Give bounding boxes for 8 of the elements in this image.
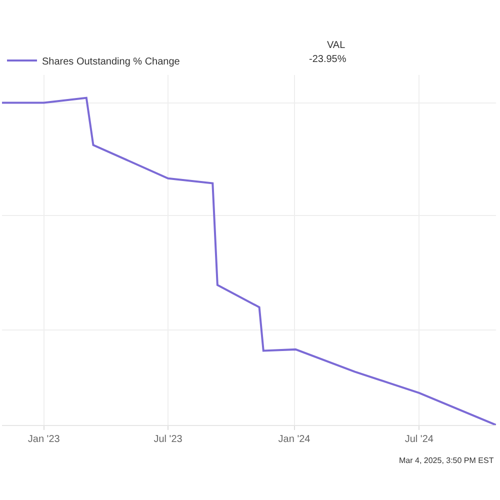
legend-label: Shares Outstanding % Change bbox=[42, 56, 180, 68]
text: Mar 4, 2025, 3:50 PM EST bbox=[399, 456, 494, 465]
x-tick-label: Jan '23 bbox=[28, 434, 60, 445]
x-tick-label: Jul '23 bbox=[154, 434, 183, 445]
text: -23.95% bbox=[309, 54, 346, 65]
x-tick-label: Jan '24 bbox=[278, 434, 311, 445]
text: VAL bbox=[327, 40, 346, 51]
x-tick-label: Jul '24 bbox=[404, 434, 434, 445]
